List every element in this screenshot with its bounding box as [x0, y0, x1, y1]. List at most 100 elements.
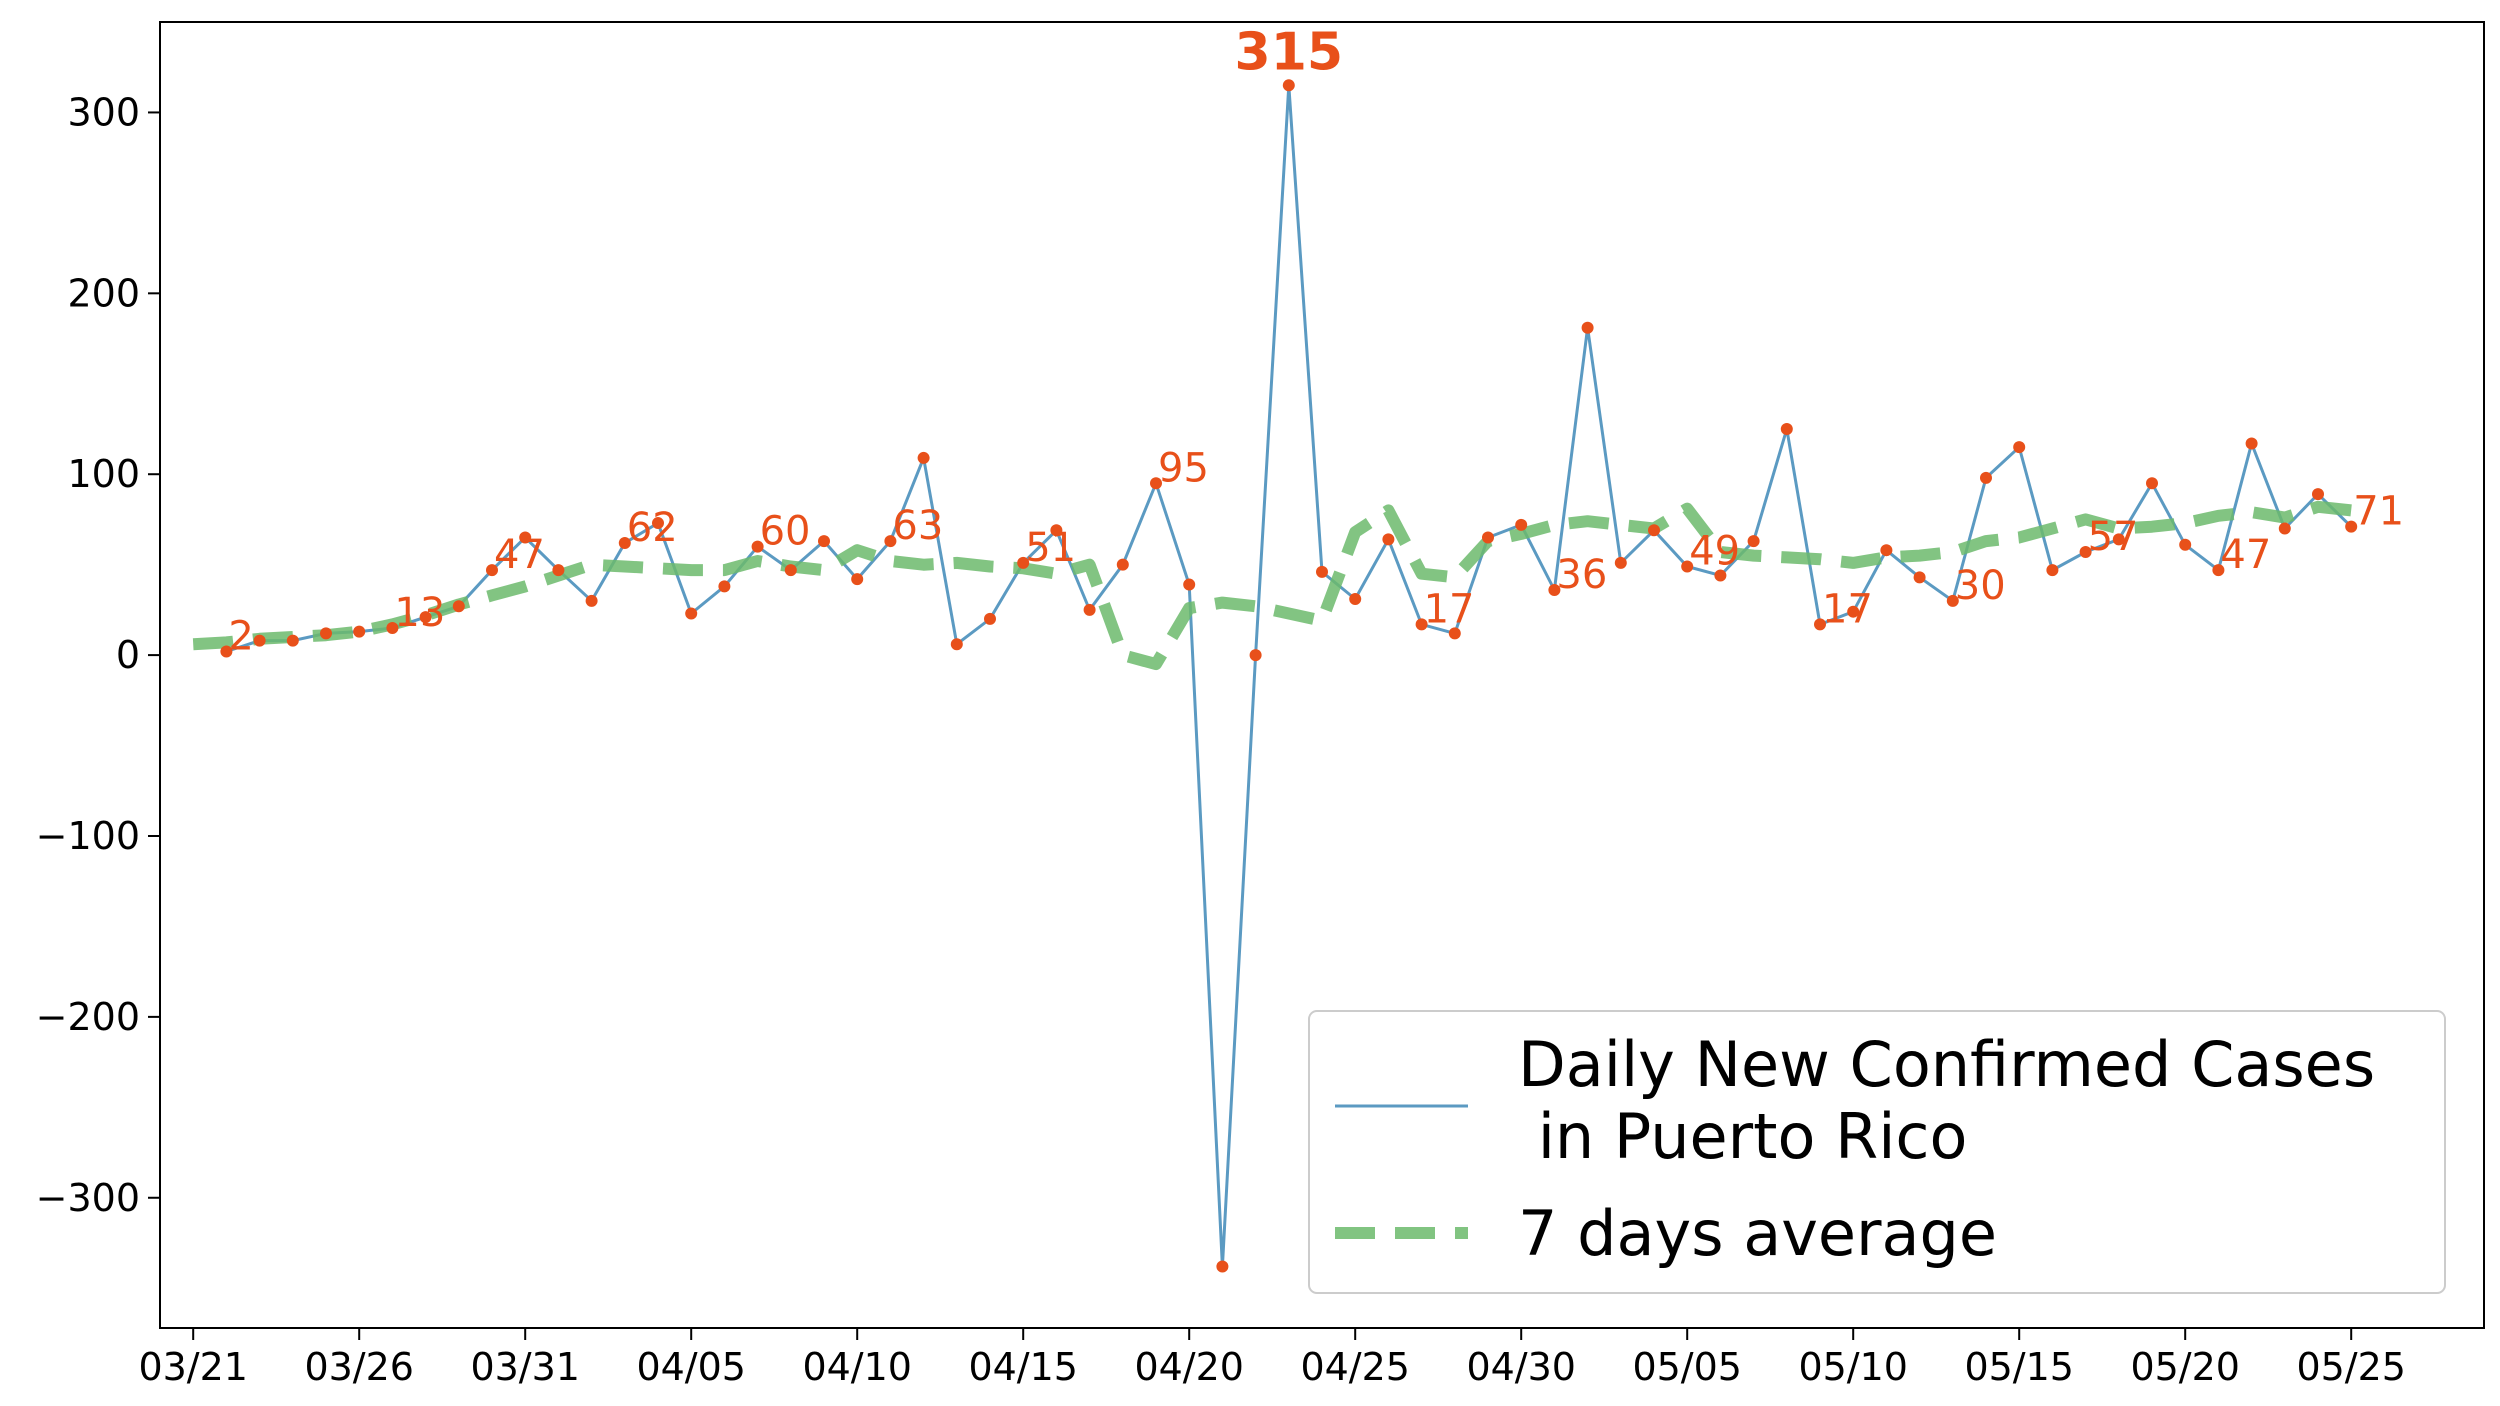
peak-data-label: 315: [1235, 22, 1344, 82]
data-label: 71: [2353, 489, 2404, 535]
data-label: 95: [1158, 445, 1209, 491]
daily-point: [784, 564, 797, 577]
x-tick-label: 05/10: [1798, 1345, 1908, 1389]
x-tick-label: 04/15: [968, 1345, 1078, 1389]
daily-point: [2345, 520, 2358, 533]
x-tick-label: 03/26: [304, 1345, 414, 1389]
daily-point: [320, 627, 332, 640]
plot-frame: [159, 21, 2485, 1329]
daily-point: [2046, 564, 2059, 577]
daily-point: [1482, 531, 1494, 544]
legend-box: [1308, 1010, 2446, 1294]
daily-point: [1880, 544, 1893, 557]
daily-point: [452, 600, 465, 613]
daily-point: [1050, 524, 1063, 537]
daily-point: [2245, 437, 2258, 450]
daily-point: [2278, 522, 2291, 535]
daily-point: [386, 621, 399, 634]
x-tick-label: 04/30: [1466, 1345, 1576, 1389]
y-tick-label: −200: [36, 995, 140, 1039]
data-label: 13: [394, 590, 445, 636]
data-label: 49: [1689, 528, 1740, 574]
daily-point: [950, 638, 963, 651]
x-tick-label: 04/20: [1134, 1345, 1244, 1389]
daily-point: [652, 517, 664, 530]
daily-point: [1980, 471, 1992, 484]
legend-daily-label: in Puerto Rico: [1518, 1100, 1967, 1173]
x-tick-label: 03/21: [138, 1345, 248, 1389]
daily-point: [851, 573, 864, 586]
daily-point: [1614, 556, 1627, 569]
daily-point: [220, 645, 233, 658]
daily-point: [1913, 571, 1926, 584]
y-tick-label: 100: [67, 452, 140, 496]
axes: −300 −200 −100 0 100 200 300 03/21 03/26 03/31 04/…: [36, 21, 2485, 1389]
y-tick-label: −100: [36, 814, 140, 858]
daily-point: [2112, 533, 2125, 546]
daily-point: [486, 564, 498, 577]
x-tick-label: 04/25: [1300, 1345, 1410, 1389]
data-labels: 2 13 47 62 60 63 51 95 17 36 49 17 30 57 47 71 315: [228, 22, 2404, 659]
daily-point: [1714, 569, 1727, 582]
daily-point: [1116, 558, 1129, 571]
daily-point: [286, 634, 299, 647]
daily-point: [685, 607, 698, 620]
daily-point: [818, 535, 830, 548]
daily-point: [2212, 564, 2225, 577]
daily-point: [1216, 1260, 1229, 1273]
daily-point: [1183, 578, 1196, 591]
daily-point: [618, 536, 631, 549]
daily-point: [353, 625, 366, 638]
daily-point: [1681, 560, 1694, 573]
y-tick-label: −300: [36, 1176, 140, 1220]
x-tick-label: 03/31: [470, 1345, 580, 1389]
daily-point: [1249, 649, 1262, 662]
daily-point: [1780, 422, 1793, 435]
y-tick-label: 200: [67, 271, 140, 315]
daily-point: [1648, 524, 1660, 537]
data-label: 60: [760, 509, 811, 555]
daily-point: [1316, 565, 1328, 578]
daily-point: [419, 611, 432, 624]
y-tick-label: 0: [116, 633, 140, 677]
daily-point: [1814, 618, 1826, 631]
legend-daily-label: Daily New Confirmed Cases: [1518, 1028, 2375, 1101]
daily-point: [1083, 603, 1096, 616]
daily-point: [2079, 545, 2092, 558]
daily-cases-points: [220, 79, 2358, 1273]
daily-point: [1017, 556, 1030, 569]
daily-point: [1448, 627, 1461, 640]
daily-point: [1847, 605, 1860, 618]
daily-point: [2179, 538, 2192, 551]
daily-point: [718, 580, 731, 593]
data-label: 62: [627, 505, 678, 551]
daily-point: [984, 612, 996, 625]
daily-point: [751, 540, 764, 553]
daily-point: [917, 451, 930, 464]
daily-point: [1415, 618, 1428, 631]
daily-point: [1349, 593, 1362, 606]
x-tick-label: 05/15: [1964, 1345, 2074, 1389]
daily-point: [1282, 79, 1295, 92]
x-tick-label: 05/05: [1632, 1345, 1742, 1389]
daily-point: [585, 594, 598, 607]
x-tick-label: 04/05: [636, 1345, 746, 1389]
seven-day-average-series: [192, 500, 2352, 671]
daily-point: [1946, 594, 1959, 607]
x-tick-label: 05/25: [2296, 1345, 2406, 1389]
data-label: 36: [1556, 552, 1607, 598]
daily-point: [1150, 477, 1162, 490]
daily-point: [1747, 535, 1760, 548]
data-label: 30: [1955, 563, 2006, 609]
daily-point: [2312, 488, 2324, 501]
daily-point: [884, 535, 897, 548]
daily-point: [552, 564, 565, 577]
data-label: 2: [228, 613, 253, 659]
x-tick-label: 04/10: [802, 1345, 912, 1389]
daily-point: [1581, 321, 1594, 334]
daily-point: [253, 634, 266, 647]
daily-point: [2146, 477, 2158, 490]
data-label: 63: [892, 503, 943, 549]
data-label: 51: [1025, 525, 1076, 571]
y-tick-label: 300: [67, 90, 140, 134]
